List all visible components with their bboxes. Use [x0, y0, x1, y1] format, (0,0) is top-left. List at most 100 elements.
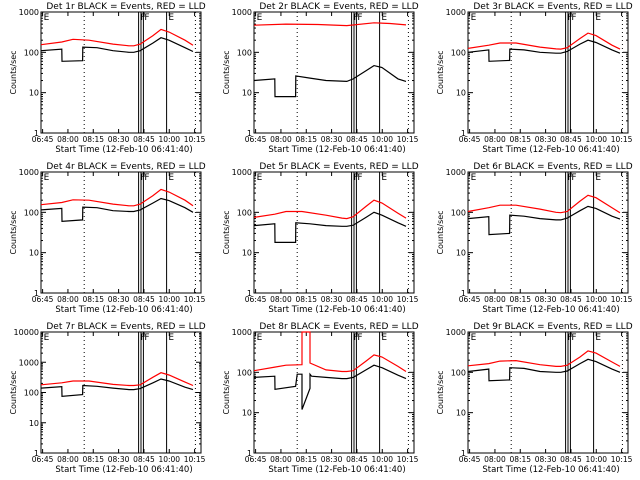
- x-tick-label: 08:00: [270, 135, 292, 144]
- event-marker-label: F: [571, 333, 576, 343]
- y-tick-label: 1: [34, 289, 39, 298]
- y-tick-label: 10: [29, 89, 39, 98]
- y-tick-label: 10: [242, 89, 252, 98]
- x-tick-label: 08:15: [509, 455, 531, 464]
- panel-title: Det 6r BLACK = Events, RED = LLD: [473, 162, 632, 172]
- event-marker-label: F: [353, 13, 358, 23]
- y-tick-label: 100: [451, 368, 466, 377]
- y-tick-label: 1000: [19, 8, 39, 17]
- x-tick-label: 10:00: [158, 455, 180, 464]
- x-tick-label: 08:30: [321, 455, 343, 464]
- x-tick-label: 06:45: [245, 295, 267, 304]
- y-tick-label: 1000: [232, 328, 252, 337]
- y-tick-label: 10: [242, 249, 252, 258]
- x-axis-label: Start Time (12-Feb-10 06:41:40): [482, 305, 619, 315]
- y-tick-label: 100: [237, 48, 252, 57]
- plot-frame: [253, 171, 415, 294]
- event-marker-label: E: [381, 333, 387, 343]
- plot-frame: [40, 331, 202, 454]
- x-tick-label: 10:00: [371, 295, 393, 304]
- x-tick-label: 08:30: [535, 455, 557, 464]
- y-tick-label: 1: [247, 129, 252, 138]
- x-tick-label: 08:15: [509, 135, 531, 144]
- event-marker-label: F: [571, 13, 576, 23]
- x-axis-label: Start Time (12-Feb-10 06:41:40): [268, 465, 405, 475]
- series-line-events: [467, 205, 621, 236]
- y-axis-label: Counts/sec: [222, 210, 231, 254]
- x-tick-label: 06:45: [32, 455, 54, 464]
- event-marker-label: F: [144, 13, 149, 23]
- x-axis-label: Start Time (12-Feb-10 06:41:40): [268, 145, 405, 155]
- y-tick-label: 10: [456, 89, 466, 98]
- x-tick-label: 08:15: [82, 295, 104, 304]
- event-marker-label: F: [357, 333, 362, 343]
- event-marker-label: E: [595, 333, 601, 343]
- event-marker-label: E: [471, 13, 477, 23]
- event-marker-label: F: [140, 173, 145, 183]
- series-line-events: [253, 364, 407, 410]
- y-tick-label: 1: [461, 289, 466, 298]
- series-line-events: [40, 378, 194, 397]
- plot-frame: [253, 331, 415, 454]
- x-tick-label: 08:30: [535, 295, 557, 304]
- x-tick-label: 10:15: [184, 135, 206, 144]
- y-tick-label: 1: [34, 129, 39, 138]
- x-tick-label: 08:15: [82, 135, 104, 144]
- x-tick-label: 08:30: [108, 455, 130, 464]
- series-line-events: [40, 37, 194, 62]
- x-tick-label: 08:30: [321, 295, 343, 304]
- x-tick-label: 06:45: [245, 455, 267, 464]
- y-axis-label: Counts/sec: [436, 370, 445, 414]
- panel-title: Det 4r BLACK = Events, RED = LLD: [46, 162, 205, 172]
- plot-frame: [467, 11, 629, 134]
- plot-frame: [40, 171, 202, 294]
- x-tick-label: 10:00: [371, 135, 393, 144]
- x-tick-label: 08:45: [560, 455, 582, 464]
- series-line-events: [467, 358, 621, 382]
- event-marker-label: F: [567, 13, 572, 23]
- event-marker-label: E: [257, 13, 263, 23]
- x-tick-label: 08:00: [270, 295, 292, 304]
- y-tick-label: 1: [461, 129, 466, 138]
- y-tick-label: 1000: [232, 8, 252, 17]
- event-marker-label: E: [168, 173, 174, 183]
- x-tick-label: 08:45: [346, 135, 368, 144]
- event-marker-label: E: [44, 13, 50, 23]
- x-tick-label: 10:00: [158, 295, 180, 304]
- panel-title: Det 1r BLACK = Events, RED = LLD: [46, 2, 205, 12]
- y-tick-label: 10: [456, 409, 466, 418]
- x-tick-label: 08:00: [484, 135, 506, 144]
- y-tick-label: 1000: [446, 328, 466, 337]
- series-line-lld: [467, 32, 621, 50]
- panel-title: Det 8r BLACK = Events, RED = LLD: [259, 322, 418, 332]
- y-tick-label: 100: [451, 48, 466, 57]
- y-axis-label: Counts/sec: [9, 210, 18, 254]
- x-tick-label: 10:00: [585, 295, 607, 304]
- y-axis-label: Counts/sec: [222, 50, 231, 94]
- y-tick-label: 1: [247, 289, 252, 298]
- series-line-lld: [40, 28, 194, 47]
- x-tick-label: 08:30: [535, 135, 557, 144]
- x-axis-label: Start Time (12-Feb-10 06:41:40): [482, 465, 619, 475]
- plot-frame: [467, 331, 629, 454]
- x-tick-label: 08:45: [133, 135, 155, 144]
- event-marker-label: E: [381, 173, 387, 183]
- x-tick-label: 10:15: [397, 455, 419, 464]
- x-tick-label: 08:15: [82, 455, 104, 464]
- y-tick-label: 1: [34, 449, 39, 458]
- series-line-lld: [40, 372, 194, 387]
- event-marker-label: E: [595, 173, 601, 183]
- x-tick-label: 08:00: [57, 295, 79, 304]
- event-marker-label: E: [257, 173, 263, 183]
- y-tick-label: 10: [29, 419, 39, 428]
- plot-frame: [253, 11, 415, 134]
- y-axis-label: Counts/sec: [222, 370, 231, 414]
- series-line-events: [40, 197, 194, 222]
- event-marker-label: F: [571, 173, 576, 183]
- y-tick-label: 100: [24, 389, 39, 398]
- y-tick-label: 100: [237, 208, 252, 217]
- panel-title: Det 3r BLACK = Events, RED = LLD: [473, 2, 632, 12]
- event-marker-label: E: [381, 13, 387, 23]
